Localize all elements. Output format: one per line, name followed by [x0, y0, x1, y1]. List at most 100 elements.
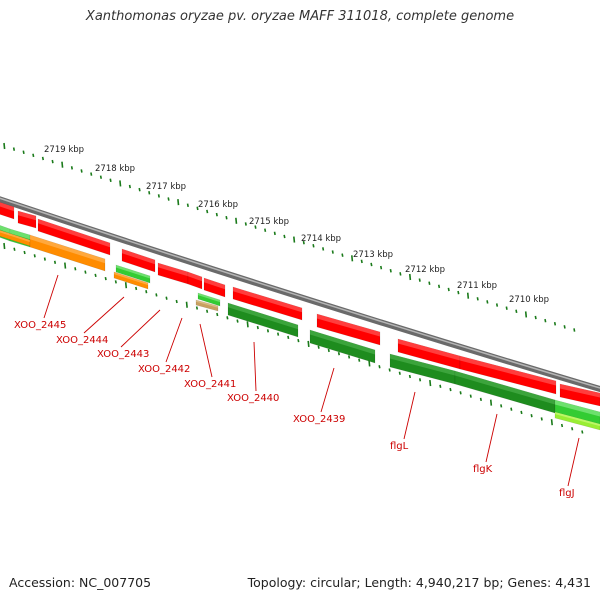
leader-line: [165, 317, 183, 363]
scale-tick: [215, 212, 218, 217]
scale-tick: [157, 194, 160, 198]
inner-tick: [33, 254, 36, 258]
gene-label-xoo-2440: XOO_2440: [227, 393, 279, 404]
leader-line: [83, 296, 125, 334]
scale-tick: [70, 166, 74, 170]
scale-tick: [457, 290, 460, 295]
scale-tick: [408, 273, 412, 281]
scale-tick: [90, 172, 93, 176]
scale-label-2712: 2712 kbp: [405, 265, 445, 275]
inner-tick: [287, 335, 290, 340]
inner-ticks: [3, 242, 584, 434]
scale-tick: [235, 217, 238, 224]
scale-label-2716: 2716 kbp: [198, 200, 238, 210]
gene-block-reverse: [197, 292, 221, 307]
inner-tick: [500, 404, 503, 408]
inner-tick: [358, 358, 361, 362]
inner-tick: [368, 360, 371, 367]
scale-tick: [206, 209, 209, 214]
genome-summary-text: Topology: circular; Length: 4,940,217 bp…: [247, 575, 591, 590]
scale-label-2711: 2711 kbp: [457, 281, 497, 291]
inner-tick: [388, 368, 391, 372]
accession-text: Accession: NC_007705: [9, 575, 152, 590]
scale-tick: [109, 178, 112, 183]
scale-tick: [399, 272, 402, 276]
gene-block-forward: [232, 286, 303, 321]
scale-tick: [573, 328, 576, 332]
inner-tick: [145, 290, 148, 294]
gene-label-flgj: flgJ: [559, 488, 575, 499]
inner-tick: [74, 267, 77, 271]
scale-label-2710: 2710 kbp: [509, 295, 549, 305]
scale-tick: [312, 244, 315, 248]
scale-tick: [167, 197, 170, 201]
leader-line: [120, 309, 161, 348]
scale-tick: [177, 199, 180, 206]
scale-tick: [138, 187, 141, 192]
leader-line: [403, 391, 416, 440]
inner-tick: [550, 419, 553, 426]
inner-tick: [530, 414, 533, 418]
gene-block-forward: [187, 271, 203, 290]
map-title: Xanthomonas oryzae pv. oryzae MAFF 31101…: [85, 9, 515, 24]
scale-tick: [22, 150, 25, 154]
inner-tick: [246, 321, 249, 328]
scale-tick: [283, 234, 286, 239]
scale-tick: [341, 253, 344, 257]
scale-tick: [186, 203, 189, 208]
gene-label-xoo-2443: XOO_2443: [97, 349, 149, 360]
inner-tick: [185, 301, 188, 308]
scale-tick: [41, 156, 45, 161]
inner-tick: [469, 394, 472, 398]
scale-tick: [534, 315, 537, 320]
leader-line: [199, 323, 213, 378]
scale-tick: [128, 184, 131, 189]
inner-tick: [206, 309, 209, 313]
inner-tick: [418, 378, 422, 382]
leader-line: [43, 274, 59, 319]
scale-tick: [3, 142, 6, 150]
inner-tick: [236, 319, 239, 323]
inner-tick: [155, 293, 158, 297]
inner-tick: [43, 257, 46, 261]
gene-block-forward: [459, 355, 557, 395]
inner-tick: [114, 280, 117, 284]
scale-tick: [466, 292, 470, 299]
gene-block-forward: [316, 313, 381, 346]
scale-tick: [322, 247, 325, 251]
gene-label-xoo-2439: XOO_2439: [293, 414, 345, 425]
inner-tick: [13, 247, 16, 251]
inner-tick: [398, 371, 401, 375]
scale-tick: [80, 169, 83, 173]
scale-tick: [293, 236, 296, 243]
leader-line: [485, 413, 498, 463]
leader-lines: [43, 274, 580, 487]
inner-tick: [571, 427, 574, 431]
scale-tick: [12, 147, 16, 151]
gene-block-forward: [559, 383, 600, 407]
gene-label-xoo-2441: XOO_2441: [184, 379, 236, 390]
scale-tick: [360, 259, 363, 264]
gene-block-reverse: [554, 399, 600, 426]
leader-line: [320, 367, 335, 413]
inner-tick: [104, 276, 107, 281]
scale-labels: 2719 kbp 2718 kbp 2717 kbp 2716 kbp 2715…: [44, 145, 549, 305]
scale-tick: [476, 297, 479, 301]
gene-label-flgk: flgK: [473, 464, 493, 475]
inner-tick: [489, 399, 493, 406]
inner-tick: [266, 329, 270, 333]
scale-tick: [196, 206, 199, 211]
inner-tick: [277, 332, 280, 336]
gene-block-forward: [121, 248, 156, 273]
inner-tick: [256, 325, 259, 330]
inner-tick: [226, 316, 229, 320]
scale-tick: [351, 255, 354, 262]
inner-tick: [135, 286, 138, 291]
gene-label-flgl: flgL: [390, 441, 409, 452]
scale-tick: [331, 250, 334, 254]
inner-tick: [540, 417, 543, 421]
gene-block-forward: [0, 202, 15, 220]
scale-tick: [428, 281, 431, 285]
